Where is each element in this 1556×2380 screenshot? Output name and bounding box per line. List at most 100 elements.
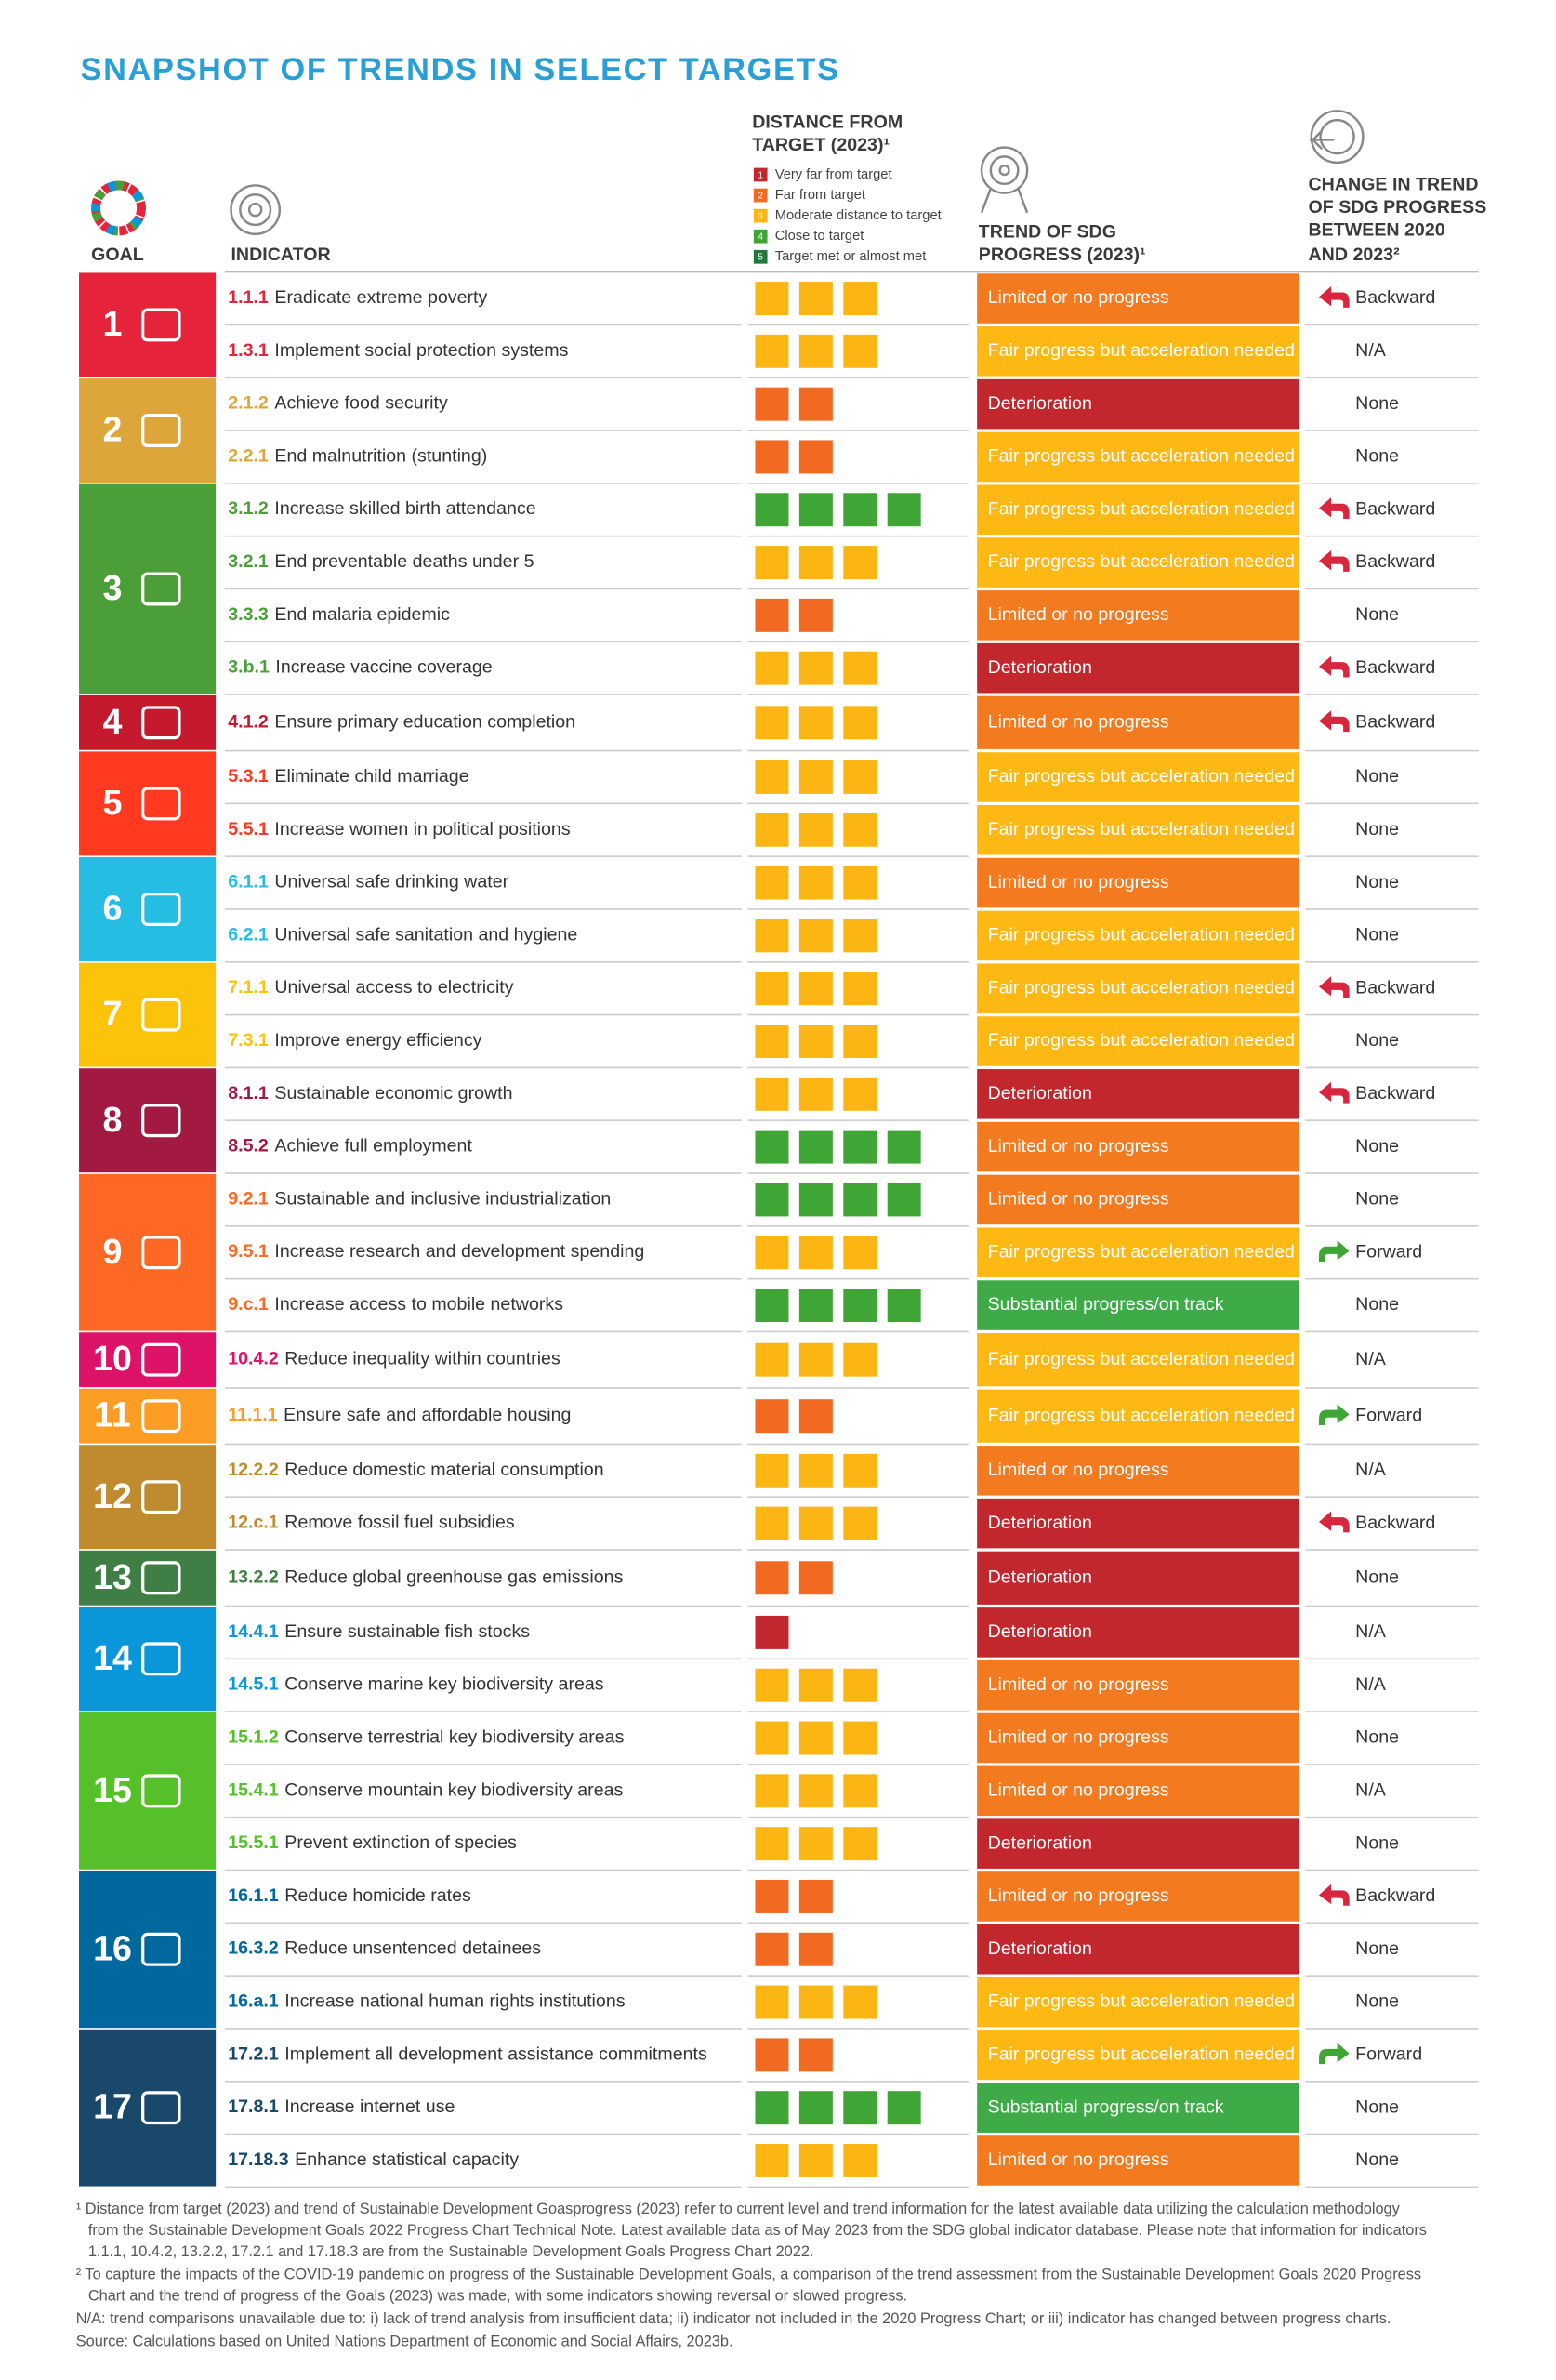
distance-square bbox=[755, 1561, 789, 1595]
indicator: 3.1.2 Increase skilled birth attendance bbox=[228, 498, 535, 519]
distance-square bbox=[755, 598, 789, 632]
footnote: Chart and the trend of progress of the G… bbox=[88, 2287, 907, 2304]
indicator-text: Increase internet use bbox=[284, 2096, 455, 2117]
distance-square bbox=[887, 1183, 921, 1217]
indicator-code: 7.1.1 bbox=[228, 977, 269, 998]
change-label: N/A bbox=[1355, 1674, 1387, 1695]
indicator-text: Remove fossil fuel subsidies bbox=[284, 1513, 515, 1533]
indicator: 9.c.1 Increase access to mobile networks bbox=[228, 1294, 563, 1315]
indicator-text: Increase skilled birth attendance bbox=[274, 498, 535, 519]
trend-cell bbox=[977, 642, 1299, 694]
change-arrow bbox=[1318, 1404, 1350, 1425]
distance-square bbox=[798, 1506, 833, 1540]
distance-header: TARGET (2023)¹ bbox=[752, 135, 890, 155]
trend-label: Fair progress but acceleration needed bbox=[988, 1030, 1295, 1051]
distance-square bbox=[798, 1183, 833, 1217]
change-arrow bbox=[1318, 1511, 1350, 1533]
distance-square bbox=[887, 1289, 921, 1323]
distance-square bbox=[843, 866, 877, 900]
change-label: Backward bbox=[1355, 1885, 1435, 1906]
distance-square bbox=[843, 1985, 877, 2019]
trend-cell bbox=[977, 1446, 1299, 1496]
distance-square bbox=[755, 1879, 789, 1913]
distance-square bbox=[843, 813, 877, 847]
indicator-code: 17.8.1 bbox=[228, 2096, 279, 2117]
indicator-text: End preventable deaths under 5 bbox=[274, 551, 534, 572]
indicator-code: 13.2.2 bbox=[228, 1567, 279, 1587]
indicator: 12.2.2 Reduce domestic material consumpti… bbox=[228, 1460, 603, 1480]
legend-level: 4 bbox=[758, 232, 763, 243]
change-label: N/A bbox=[1355, 1460, 1387, 1480]
distance-square bbox=[843, 2144, 877, 2177]
trend-cell bbox=[977, 1712, 1299, 1764]
goal-cell bbox=[79, 1712, 217, 1870]
distance-square bbox=[843, 1236, 877, 1270]
trend-label: Substantial progress/on track bbox=[988, 2096, 1224, 2117]
change-label: None bbox=[1355, 393, 1399, 414]
trend-label: Fair progress but acceleration needed bbox=[988, 1241, 1295, 1262]
title: SNAPSHOT OF TRENDS IN SELECT TARGETS bbox=[81, 52, 840, 87]
distance-square bbox=[843, 760, 877, 794]
trend-cell bbox=[977, 1333, 1299, 1387]
goal-number: 8 bbox=[103, 1100, 123, 1139]
indicator-text: Eliminate child marriage bbox=[274, 766, 468, 787]
indicator: 10.4.2 Reduce inequality within countries bbox=[228, 1349, 560, 1369]
indicator-text: Increase access to mobile networks bbox=[274, 1294, 563, 1315]
indicator-code: 1.1.1 bbox=[228, 287, 269, 308]
indicator-code: 8.5.2 bbox=[228, 1136, 269, 1157]
trend-label: Limited or no progress bbox=[988, 712, 1169, 733]
trend-cell bbox=[977, 2030, 1299, 2081]
trend-cell bbox=[977, 1977, 1299, 2028]
goal-icon bbox=[141, 1642, 181, 1676]
goal-icon bbox=[141, 706, 181, 740]
footnote: ¹ Distance from target (2023) and trend … bbox=[76, 2201, 1401, 2217]
indicator-text: Conserve mountain key biodiversity areas bbox=[284, 1780, 623, 1801]
distance-square bbox=[887, 1130, 921, 1164]
change-arrow bbox=[1318, 285, 1350, 308]
indicator-text: Achieve full employment bbox=[274, 1136, 472, 1157]
indicator-text: Universal safe sanitation and hygiene bbox=[274, 925, 577, 945]
trend-cell bbox=[977, 1016, 1299, 1066]
goal-icon bbox=[141, 1236, 181, 1270]
change-arrow bbox=[1318, 655, 1350, 678]
trend-cell bbox=[977, 1607, 1299, 1658]
trend-cell bbox=[977, 1871, 1299, 1922]
indicator-text: Implement all development assistance com… bbox=[284, 2044, 707, 2065]
distance-square bbox=[843, 651, 877, 685]
trend-label: Fair progress but acceleration needed bbox=[988, 2044, 1295, 2065]
goal-cell bbox=[79, 1445, 217, 1550]
distance-square bbox=[798, 1774, 833, 1808]
change-label: Forward bbox=[1355, 2044, 1422, 2065]
distance-square bbox=[887, 493, 921, 527]
goal-number: 14 bbox=[93, 1638, 132, 1677]
distance-square bbox=[755, 1932, 789, 1966]
change-label: None bbox=[1355, 925, 1399, 945]
legend-level: 1 bbox=[758, 170, 762, 180]
trend-label: Fair progress but acceleration needed bbox=[988, 1991, 1295, 2012]
footnote: 1.1.1, 10.4.2, 13.2.2, 17.2.1 and 17.18.… bbox=[88, 2243, 814, 2260]
trend-label: Limited or no progress bbox=[988, 1674, 1169, 1695]
trend-label: Deterioration bbox=[988, 1567, 1092, 1587]
trend-label: Fair progress but acceleration needed bbox=[988, 766, 1295, 787]
indicator-code: 10.4.2 bbox=[228, 1349, 279, 1369]
distance-square bbox=[755, 866, 789, 900]
distance-square bbox=[755, 387, 789, 421]
distance-square bbox=[798, 1721, 833, 1755]
trend-header: TREND OF SDG bbox=[979, 221, 1116, 242]
indicator-text: End malaria epidemic bbox=[274, 604, 450, 625]
distance-square bbox=[843, 972, 877, 1006]
indicator: 11.1.1 Ensure safe and affordable housing bbox=[228, 1405, 571, 1425]
change-label: None bbox=[1355, 604, 1399, 625]
distance-square bbox=[755, 1236, 789, 1270]
distance-square bbox=[798, 760, 833, 794]
change-label: None bbox=[1355, 1727, 1399, 1748]
goal-cell bbox=[79, 856, 217, 961]
change-label: None bbox=[1355, 1567, 1399, 1587]
distance-square bbox=[798, 1077, 833, 1111]
goal-icon bbox=[141, 1561, 181, 1595]
indicator-text: Ensure sustainable fish stocks bbox=[284, 1621, 530, 1642]
trend-cell bbox=[977, 273, 1299, 324]
footnote: Source: Calculations based on United Nat… bbox=[76, 2333, 733, 2349]
indicator: 13.2.2 Reduce global greenhouse gas emiss… bbox=[228, 1567, 623, 1587]
change-label: None bbox=[1355, 1938, 1399, 1959]
